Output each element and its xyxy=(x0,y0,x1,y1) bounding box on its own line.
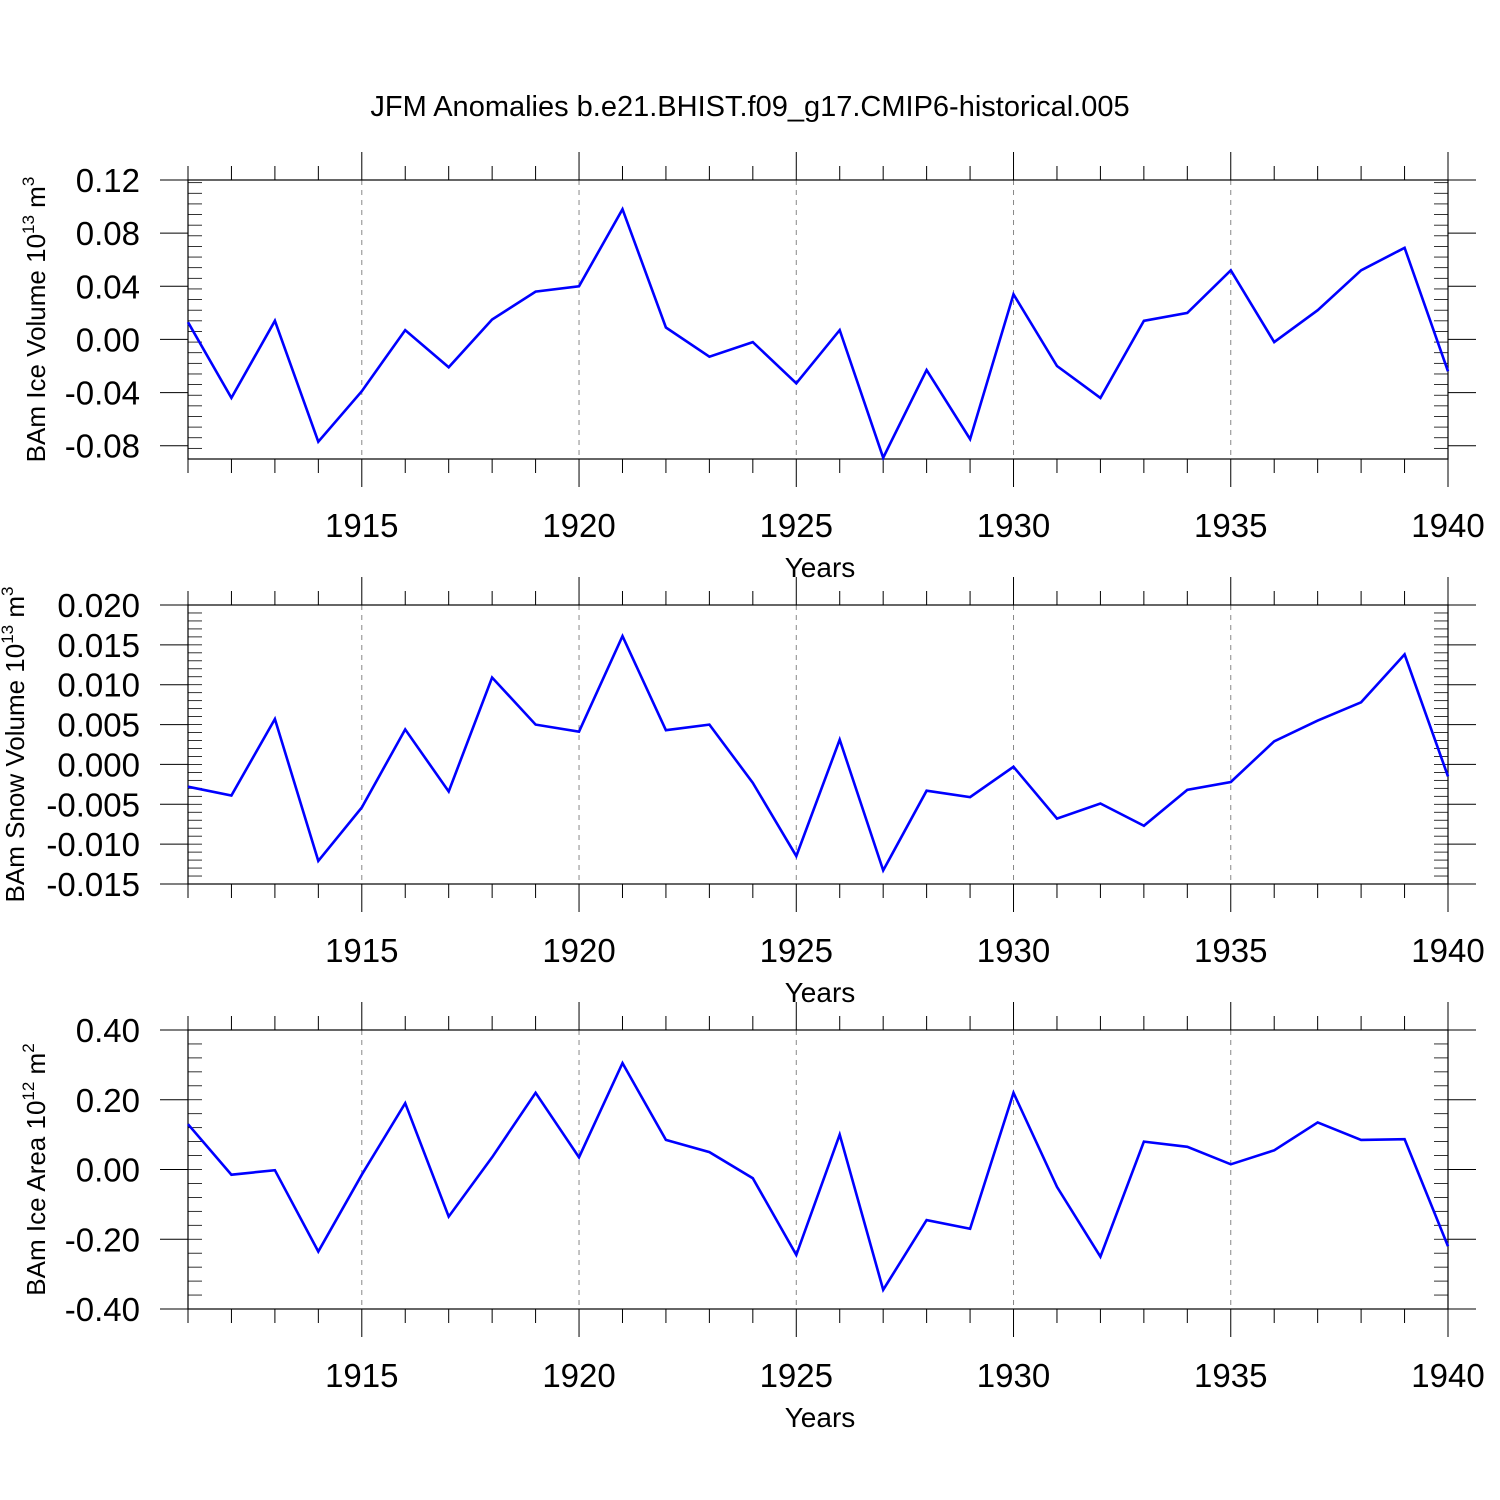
x-tick-label: 1940 xyxy=(1411,932,1484,969)
y-tick-label: 0.12 xyxy=(76,162,140,199)
x-tick-label: 1925 xyxy=(760,932,833,969)
plot-frame xyxy=(187,1029,1449,1310)
x-tick-label: 1935 xyxy=(1194,1357,1267,1394)
y-axis-label-part: BAm Ice Area 10 xyxy=(21,1101,51,1296)
y-axis-label-part: m xyxy=(21,186,51,215)
x-tick-label: 1930 xyxy=(977,507,1050,544)
y-axis-label-superscript: 3 xyxy=(0,587,17,596)
y-axis-label-part: BAm Ice Volume 10 xyxy=(21,234,51,462)
y-tick-label: 0.005 xyxy=(57,707,140,744)
y-axis-label: BAm Ice Area 1012 m2 xyxy=(19,1043,51,1295)
x-tick-label: 1935 xyxy=(1194,507,1267,544)
chart-panel-1: 0.12 0.08 0.04 0.00 -0.04 -0.08 1915 1920 1925 19… xyxy=(19,152,1485,583)
x-tick-label: 1930 xyxy=(977,1357,1050,1394)
y-tick-label: 0.40 xyxy=(76,1012,140,1049)
y-tick-label: -0.015 xyxy=(46,866,140,903)
figure-title: JFM Anomalies b.e21.BHIST.f09_g17.CMIP6-… xyxy=(370,91,1129,123)
x-axis-label: Years xyxy=(785,977,856,1008)
y-axis-label-superscript: 3 xyxy=(19,177,38,186)
y-axis-label-superscript: 2 xyxy=(19,1043,38,1052)
y-axis-label-superscript: 12 xyxy=(19,1082,38,1101)
x-tick-label: 1915 xyxy=(325,507,398,544)
y-tick-label: 0.00 xyxy=(76,1152,140,1189)
x-tick-label: 1920 xyxy=(542,932,615,969)
x-tick-label: 1925 xyxy=(760,1357,833,1394)
x-tick-label: 1935 xyxy=(1194,932,1267,969)
y-tick-label: 0.00 xyxy=(76,321,140,358)
x-axis-label: Years xyxy=(785,1402,856,1433)
y-tick-label: -0.005 xyxy=(46,786,140,823)
chart-panel-3: 0.40 0.20 0.00 -0.20 -0.40 1915 1920 1925 1930 19… xyxy=(19,1002,1485,1433)
y-tick-label: 0.015 xyxy=(57,627,140,664)
y-tick-label: -0.08 xyxy=(65,428,140,465)
y-axis-label-part: m xyxy=(0,596,30,625)
y-axis-label-part: m xyxy=(21,1053,51,1082)
series-line xyxy=(186,206,1450,462)
plot-frame xyxy=(187,179,1449,460)
y-tick-label: 0.010 xyxy=(57,667,140,704)
y-tick-label: 0.020 xyxy=(57,587,140,624)
x-tick-label: 1940 xyxy=(1411,507,1484,544)
y-tick-label: -0.20 xyxy=(65,1221,140,1258)
x-axis-label: Years xyxy=(785,552,856,583)
y-axis-label-superscript: 13 xyxy=(0,625,17,644)
y-axis-label-part: BAm Snow Volume 10 xyxy=(0,644,30,903)
y-tick-label: 0.08 xyxy=(76,215,140,252)
x-tick-label: 1940 xyxy=(1411,1357,1484,1394)
x-tick-label: 1930 xyxy=(977,932,1050,969)
series-line xyxy=(187,632,1450,874)
y-tick-label: 0.000 xyxy=(57,746,140,783)
series-line xyxy=(187,1060,1450,1293)
x-tick-label: 1915 xyxy=(325,1357,398,1394)
chart-panel-2: 0.0200.0150.0100.0050.000-0.005-0.010-0.… xyxy=(0,577,1485,1008)
y-tick-label: 0.20 xyxy=(76,1082,140,1119)
y-tick-label: -0.04 xyxy=(65,375,140,412)
y-tick-label: -0.010 xyxy=(46,826,140,863)
y-tick-label: -0.40 xyxy=(65,1291,140,1328)
y-tick-label: 0.04 xyxy=(76,268,140,305)
y-axis-label: BAm Snow Volume 1013 m3 xyxy=(0,587,30,903)
plot-frame xyxy=(187,604,1449,885)
x-tick-label: 1925 xyxy=(760,507,833,544)
x-tick-label: 1915 xyxy=(325,932,398,969)
chart-panels: 0.12 0.08 0.04 0.00 -0.04 -0.08 1915 1920 1925 19… xyxy=(0,152,1485,1433)
x-tick-label: 1920 xyxy=(542,1357,615,1394)
x-tick-label: 1920 xyxy=(542,507,615,544)
y-axis-label: BAm Ice Volume 1013 m3 xyxy=(19,177,51,463)
y-axis-label-superscript: 13 xyxy=(19,215,38,234)
